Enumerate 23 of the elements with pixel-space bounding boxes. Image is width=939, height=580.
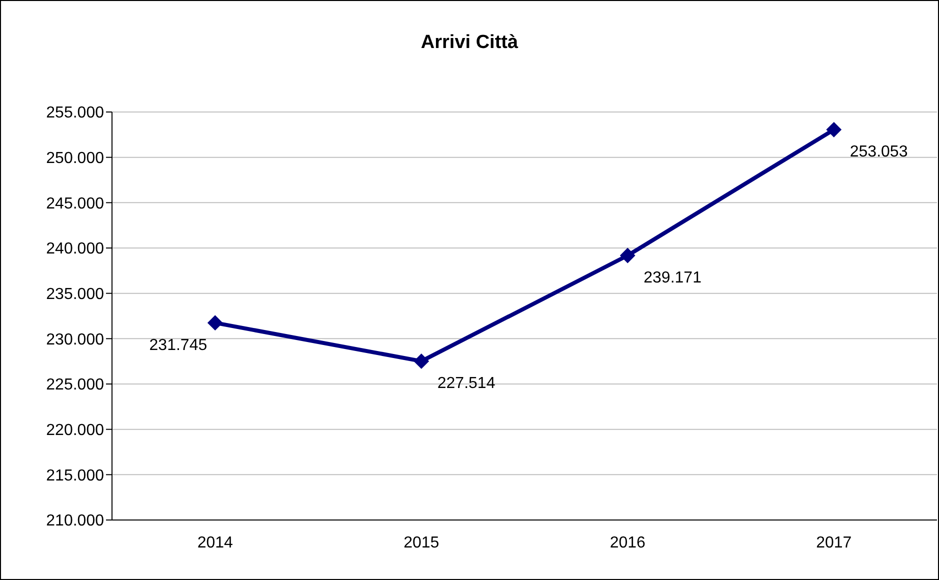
point (826, 122, 842, 138)
y-tick-label: 235.000 (46, 286, 104, 304)
y-tick-label: 225.000 (46, 376, 104, 394)
x-tick-label: 2015 (404, 534, 440, 552)
y-tick-label: 215.000 (46, 467, 104, 484)
y-tick-label: 220.000 (46, 422, 104, 440)
y-tick-label: 230.000 (46, 331, 104, 348)
point (620, 248, 636, 264)
data-label: 231.745 (149, 336, 208, 354)
point (208, 315, 223, 330)
data-label: 239.171 (644, 270, 702, 287)
point (414, 354, 429, 369)
chart-title: Arrivi Città (420, 32, 520, 54)
data-label: 253.053 (850, 144, 908, 161)
x-tick-label: 2017 (816, 534, 852, 552)
x-tick-label: 2016 (610, 534, 646, 552)
y-tick-label: 250.000 (46, 150, 104, 168)
y-tick-label: 255.000 (46, 104, 104, 122)
y-tick-label: 245.000 (46, 195, 104, 212)
x-tick-label: 2014 (197, 534, 234, 552)
data-label: 227.514 (437, 375, 496, 392)
y-tick-label: 210.000 (46, 512, 104, 530)
y-tick-label: 240.000 (46, 240, 104, 258)
